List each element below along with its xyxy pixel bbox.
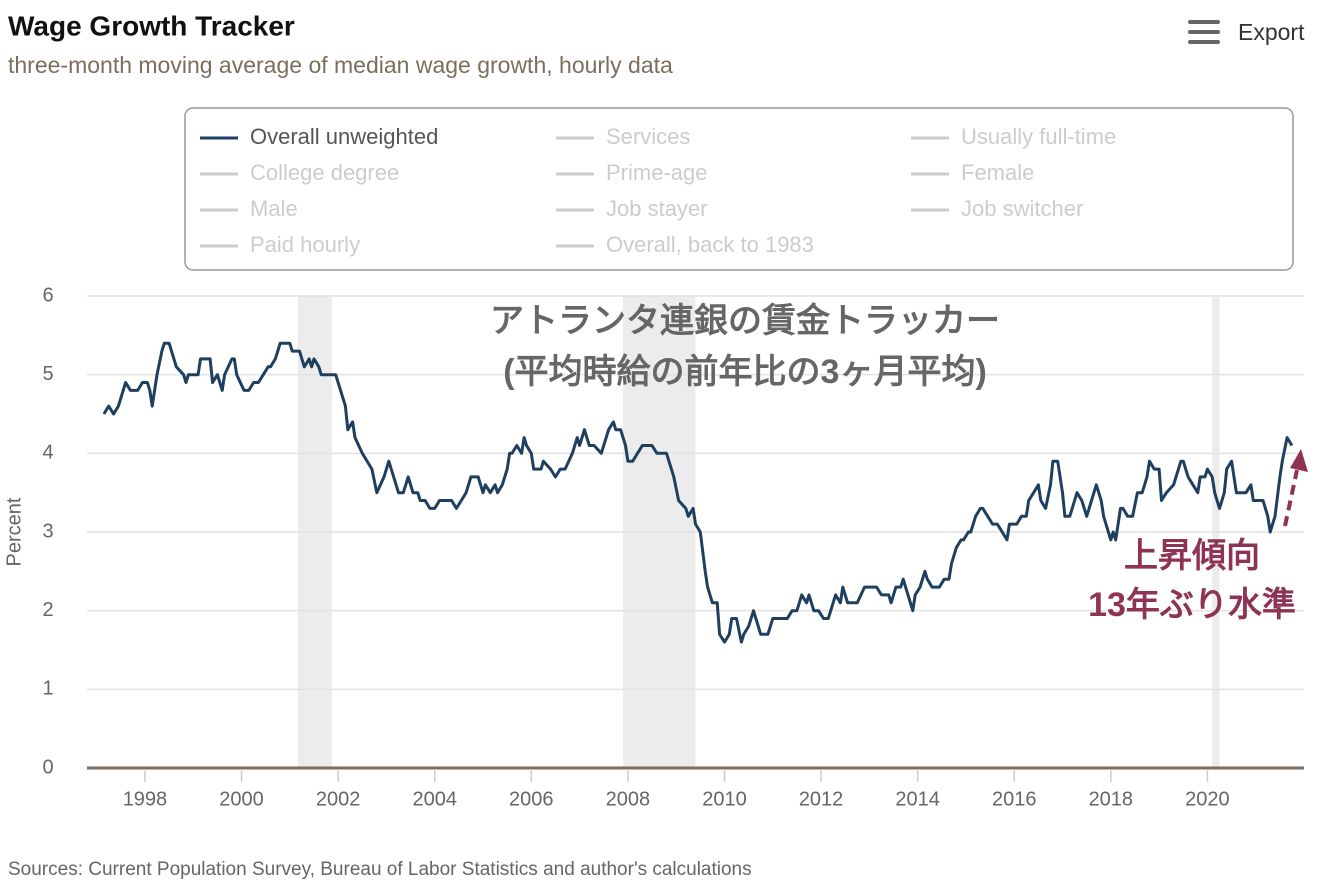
callout-arrow: [1283, 469, 1299, 527]
x-tick-label: 2006: [509, 788, 554, 810]
x-tick-label: 2018: [1089, 788, 1134, 810]
source-note: Sources: Current Population Survey, Bure…: [8, 859, 752, 880]
y-tick-label: 2: [42, 599, 53, 621]
x-tick-label: 2000: [219, 788, 264, 810]
export-label[interactable]: Export: [1238, 19, 1305, 45]
legend-item[interactable]: Services: [556, 124, 690, 149]
y-tick-label: 5: [42, 363, 53, 385]
legend-label: Prime-age: [606, 160, 707, 185]
legend-label: College degree: [250, 160, 399, 185]
x-tick-label: 2016: [992, 788, 1037, 810]
chart-title: Wage Growth Tracker: [8, 10, 295, 41]
y-tick-label: 4: [42, 442, 53, 464]
legend-label: Services: [606, 124, 690, 149]
legend-item[interactable]: Usually full-time: [911, 124, 1116, 149]
legend-item[interactable]: Job switcher: [911, 196, 1083, 221]
legend-item[interactable]: Female: [911, 160, 1034, 185]
y-tick-label: 0: [42, 756, 53, 778]
callout-arrowhead: [1290, 449, 1308, 472]
legend-label: Job stayer: [606, 196, 708, 221]
series-line: [102, 341, 1294, 644]
menu-icon-bar: [1188, 40, 1220, 44]
menu-icon-bar: [1188, 30, 1220, 34]
legend-label: Female: [961, 160, 1034, 185]
legend-item[interactable]: Male: [200, 196, 298, 221]
legend-item[interactable]: Job stayer: [556, 196, 708, 221]
x-tick-label: 2002: [316, 788, 361, 810]
y-tick-label: 1: [42, 678, 53, 700]
y-tick-label: 3: [42, 520, 53, 542]
legend-label: Paid hourly: [250, 232, 360, 257]
legend-item[interactable]: College degree: [200, 160, 399, 185]
x-tick-label: 2020: [1185, 788, 1230, 810]
legend-box: [184, 107, 1294, 271]
x-tick-label: 2008: [606, 788, 651, 810]
legend-label: Job switcher: [961, 196, 1083, 221]
legend-label: Overall, back to 1983: [606, 232, 814, 257]
legend-label: Male: [250, 196, 298, 221]
annotation-text: アトランタ連銀の賃金トラッカー: [490, 301, 1000, 340]
legend-label: Usually full-time: [961, 124, 1116, 149]
menu-icon-bar: [1188, 20, 1220, 24]
legend-item[interactable]: Overall, back to 1983: [556, 232, 814, 257]
export-button[interactable]: Export: [1188, 19, 1305, 45]
annotation-text: (平均時給の前年比の3ヶ月平均): [503, 353, 987, 391]
x-tick-label: 1998: [123, 788, 168, 810]
y-axis-label: Percent: [3, 497, 25, 566]
x-tick-label: 2012: [799, 788, 844, 810]
x-tick-label: 2004: [412, 788, 457, 810]
legend-item[interactable]: Overall unweighted: [200, 124, 438, 149]
legend-item[interactable]: Prime-age: [556, 160, 707, 185]
x-tick-label: 2010: [702, 788, 747, 810]
callout-text: 13年ぶり水準: [1088, 586, 1296, 624]
legend-label: Overall unweighted: [250, 124, 438, 149]
callout-text: 上昇傾向: [1124, 537, 1260, 575]
x-tick-label: 2014: [895, 788, 940, 810]
chart-subtitle: three-month moving average of median wag…: [8, 52, 673, 78]
legend-item[interactable]: Paid hourly: [200, 232, 360, 257]
y-tick-label: 6: [42, 284, 53, 306]
